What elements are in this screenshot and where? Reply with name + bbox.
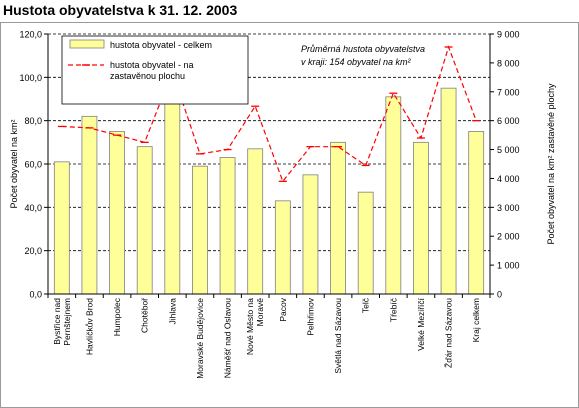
left-tick-label: 100,0	[19, 73, 42, 83]
right-tick-label: 7 000	[497, 87, 520, 97]
x-tick-label: Havlíčkův Brod	[84, 298, 94, 355]
x-tick-label: Žďár nad Sázavou	[444, 298, 454, 368]
bar	[330, 141, 346, 295]
x-tick-label: Bystřice nadPernštejnem	[52, 298, 72, 346]
right-tick-label: 9 000	[497, 30, 520, 40]
bar	[81, 115, 98, 295]
x-tick-label: Kraj celkem	[471, 298, 481, 342]
bar	[53, 161, 70, 295]
right-tick-label: 8 000	[497, 58, 520, 68]
bar	[357, 191, 374, 295]
bar	[219, 157, 236, 295]
x-tick-label: Velké Meziříčí	[416, 297, 426, 351]
left-tick-label: 20,0	[24, 246, 42, 256]
left-tick-label: 0,0	[29, 290, 42, 300]
right-tick-label: 3 000	[497, 203, 520, 213]
bar	[468, 131, 485, 295]
bar	[109, 131, 125, 295]
bar	[136, 146, 153, 295]
x-tick-label: Třebíč	[388, 297, 398, 322]
right-tick-label: 1 000	[497, 261, 520, 271]
x-tick-label: Chotěboř	[140, 298, 150, 333]
x-tick-label: Humpolec	[112, 297, 122, 336]
legend-line-label: hustota obyvatel - na zastavěnou plochu	[110, 60, 194, 81]
x-tick-label: Náměšť nad Oslavou	[223, 298, 233, 378]
chart-title: Hustota obyvatelstva k 31. 12. 2003	[3, 2, 238, 18]
x-tick-label: Moravské Budějovice	[195, 298, 205, 379]
left-tick-label: 120,0	[19, 30, 42, 40]
x-tick-label: Světlá nad Sázavou	[333, 298, 343, 374]
right-tick-label: 4 000	[497, 174, 520, 184]
left-axis-title: Počet obyvatel na km²	[9, 119, 19, 208]
bar	[302, 174, 319, 295]
left-tick-label: 60,0	[24, 160, 42, 170]
left-tick-label: 40,0	[24, 203, 42, 213]
right-axis-title: Počet obyvatel na km² zastavěné plochy	[546, 83, 556, 245]
x-tick-label: Nové Město naMoravě	[245, 298, 265, 355]
right-tick-label: 0	[497, 290, 502, 300]
legend-bar-swatch	[69, 39, 105, 49]
bar	[413, 141, 429, 295]
x-tick-label: Telč	[361, 297, 371, 313]
left-tick-label: 80,0	[24, 116, 42, 126]
bar	[385, 96, 402, 295]
right-tick-label: 5 000	[497, 145, 520, 155]
bar	[274, 200, 291, 295]
legend-bar-label: hustota obyvatel - celkem	[110, 40, 212, 50]
bar	[192, 165, 208, 295]
x-tick-label: Pelhřimov	[305, 297, 315, 336]
chart-annotation: Průměrná hustota obyvatelstva v kraji: 15…	[301, 44, 425, 67]
bar	[440, 87, 457, 295]
right-tick-label: 2 000	[497, 232, 520, 242]
right-tick-label: 6 000	[497, 116, 520, 126]
bar	[247, 148, 264, 295]
x-tick-label: Jihlava	[167, 298, 177, 325]
x-tick-label: Pacov	[278, 297, 288, 321]
bar	[164, 81, 181, 295]
